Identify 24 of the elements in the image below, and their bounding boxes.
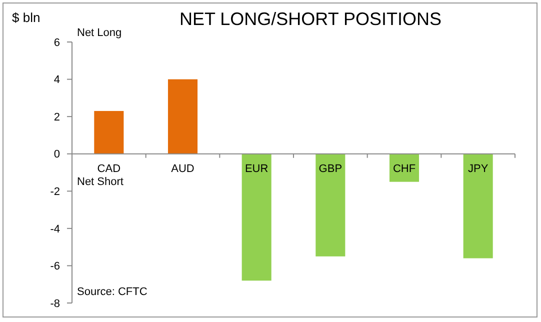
y-tick-label: 6 <box>54 36 60 49</box>
y-tick-label: -8 <box>50 298 60 310</box>
annotation: Net Short <box>77 176 124 188</box>
bar <box>463 154 493 258</box>
y-tick-label: 4 <box>54 74 60 86</box>
y-tick-label: 0 <box>54 148 60 161</box>
x-tick-label: CHF <box>392 162 416 175</box>
y-tick-label: -6 <box>50 260 60 273</box>
bar <box>94 110 124 154</box>
y-tick-label: -2 <box>50 186 60 198</box>
y-axis-title: $ bln <box>12 10 40 25</box>
bar <box>316 154 346 256</box>
annotation: Source: CFTC <box>77 286 148 298</box>
x-tick-label: GBP <box>318 162 342 175</box>
bar <box>242 154 272 281</box>
text: Net Long <box>77 27 122 39</box>
bar <box>168 79 198 154</box>
x-tick-label: CAD <box>97 162 121 175</box>
x-tick-label: JPY <box>468 162 489 175</box>
x-tick-label: AUD <box>171 162 194 175</box>
y-tick-label: 2 <box>54 111 60 124</box>
chart-title: NET LONG/SHORT POSITIONS <box>179 9 442 29</box>
y-tick-label: -4 <box>50 223 60 236</box>
x-tick-label: EUR <box>244 162 268 175</box>
